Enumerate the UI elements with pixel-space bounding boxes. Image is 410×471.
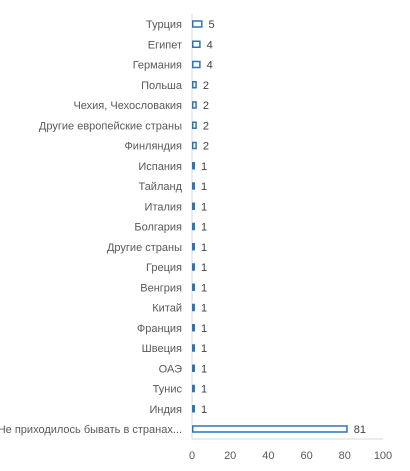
data-label: 1 (201, 242, 207, 254)
bar (192, 202, 195, 210)
x-tick-label: 60 (300, 450, 312, 462)
bar (192, 60, 201, 69)
bar (192, 40, 201, 48)
bar (192, 121, 197, 129)
x-tick-label: 40 (262, 450, 274, 462)
category-label: Турция (146, 19, 182, 31)
value-labels: 5 4 4 2 2 2 2 1 1 1 1 1 1 1 1 1 1 1 1 1 81 (201, 19, 366, 436)
bar (192, 20, 203, 28)
data-label: 1 (201, 404, 207, 416)
data-label: 1 (201, 384, 207, 396)
data-label: 4 (207, 39, 213, 51)
category-label: Финляндия (124, 141, 182, 153)
category-labels: Турция Египет Германия Польша Чехия, Чехосло… (0, 19, 183, 436)
bar (192, 283, 195, 291)
bar (192, 222, 195, 231)
bar (192, 263, 195, 271)
bar (192, 405, 195, 413)
data-label: 1 (201, 343, 207, 355)
bar (192, 384, 195, 393)
data-label: 2 (203, 100, 209, 112)
category-label: Венгрия (140, 282, 182, 294)
data-label: 1 (201, 282, 207, 294)
bar (192, 141, 197, 150)
category-label: Индия (149, 404, 182, 416)
category-label: Италия (145, 201, 183, 213)
data-label: 5 (209, 19, 215, 31)
category-label: Китай (152, 303, 182, 315)
category-label: Тунис (153, 384, 183, 396)
x-tick-label: 20 (224, 450, 236, 462)
bar (192, 344, 195, 352)
category-label: Тайланд (138, 181, 182, 193)
bar (192, 243, 195, 251)
x-tick-label: 100 (374, 450, 392, 462)
bar (192, 425, 348, 433)
bar (192, 101, 197, 109)
category-label: Польша (141, 80, 183, 92)
data-label: 1 (201, 323, 207, 335)
data-label: 2 (203, 80, 209, 92)
bar (192, 81, 197, 89)
data-label: 1 (201, 161, 207, 173)
category-label: Другие страны (107, 242, 182, 254)
bar (192, 324, 195, 332)
data-label: 1 (201, 303, 207, 315)
category-label: Швеция (142, 343, 182, 355)
x-tick-label: 0 (189, 450, 195, 462)
data-label: 81 (354, 424, 366, 436)
data-label: 1 (201, 201, 207, 213)
data-label: 1 (201, 363, 207, 375)
bar (192, 162, 195, 170)
data-label: 1 (201, 262, 207, 274)
category-label: Египет (148, 39, 182, 51)
category-label: Германия (133, 60, 182, 72)
data-label: 4 (207, 60, 213, 72)
data-label: 2 (203, 120, 209, 132)
bars-group (192, 20, 348, 433)
category-label: Греция (146, 262, 182, 274)
data-label: 1 (201, 222, 207, 234)
data-label: 2 (203, 141, 209, 153)
bar (192, 364, 195, 372)
category-label: Чехия, Чехословакия (73, 100, 182, 112)
category-label: Франция (137, 323, 182, 335)
x-tick-label: 80 (339, 450, 351, 462)
bar (192, 303, 195, 312)
category-label: ОАЭ (159, 363, 182, 375)
category-label: Испания (138, 161, 182, 173)
bar (192, 182, 195, 190)
x-tick-labels: 0 20 40 60 80 100 (189, 450, 392, 462)
data-label: 1 (201, 181, 207, 193)
category-label: Другие европейские страны (39, 120, 182, 132)
category-label: Болгария (134, 222, 182, 234)
category-label: Не приходилось бывать в странах... (0, 424, 182, 436)
